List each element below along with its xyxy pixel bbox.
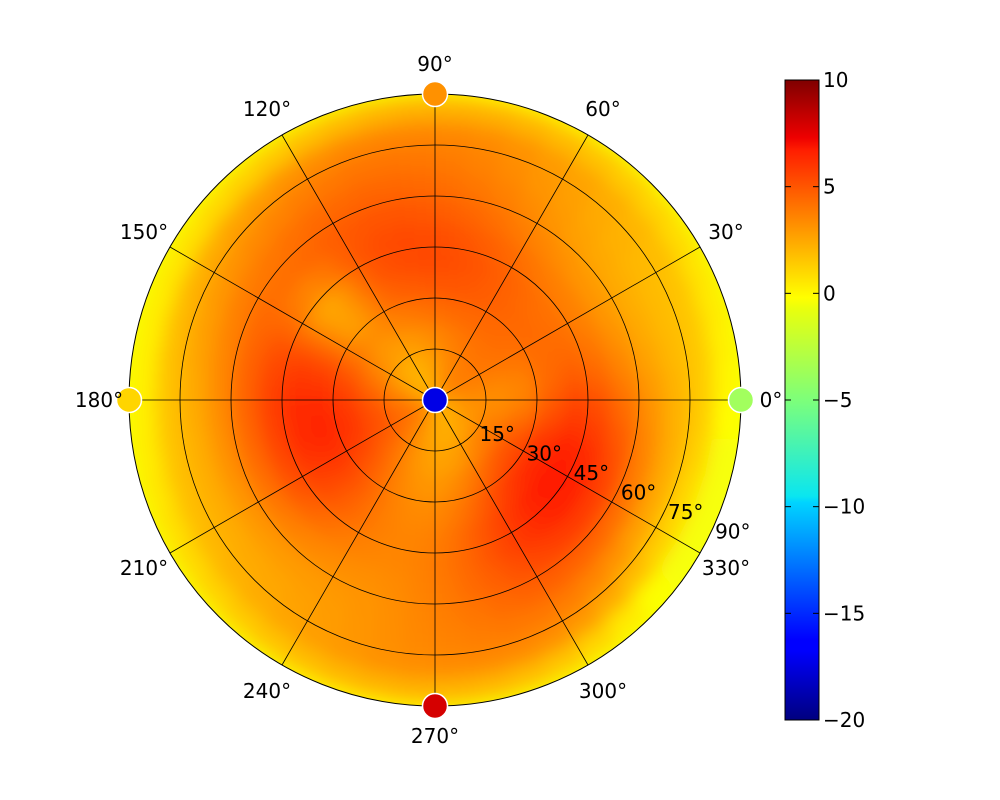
radial-tick-label: 90° — [715, 520, 750, 544]
colorbar-tick-label: −20 — [823, 708, 865, 732]
heatmap-cell — [410, 550, 436, 580]
angular-tick-labels: 0° 30° 60° 90° 120° 150° 180° 210° 240° 270° 300° 3… — [75, 52, 782, 748]
angular-tick-label: 330° — [702, 556, 750, 580]
heatmap-cell — [390, 94, 436, 98]
heatmap-cell — [281, 379, 310, 401]
colorbar: 10 5 0 −5 −10 −15 −20 — [784, 68, 865, 732]
data-marker — [727, 386, 755, 414]
angular-tick-label: 180° — [75, 388, 123, 412]
radial-tick-label: 75° — [668, 500, 703, 524]
angular-gridline — [281, 399, 436, 666]
heatmap-cell — [414, 525, 436, 554]
heatmap-cell — [434, 220, 460, 250]
colorbar-tick-label: −10 — [823, 495, 865, 519]
heatmap-cell — [397, 118, 436, 148]
heatmap-cell — [434, 118, 473, 148]
heatmap-cell — [153, 362, 183, 401]
heatmap-cell — [255, 375, 285, 401]
heatmap-cell — [611, 372, 640, 401]
radial-tick-label: 15° — [479, 422, 514, 446]
colorbar-tick-label: −5 — [823, 388, 852, 412]
heatmap-cell — [179, 365, 209, 401]
heatmap-cell — [179, 399, 209, 435]
angular-tick-label: 270° — [411, 724, 459, 748]
heatmap-cell — [306, 382, 335, 401]
heatmap-cell — [737, 399, 741, 445]
heatmap-cell — [434, 626, 470, 656]
heatmap-cell — [407, 195, 436, 224]
angular-tick-label: 30° — [708, 220, 743, 244]
heatmap-cell — [129, 399, 133, 445]
colorbar-tick-label: 0 — [823, 281, 836, 305]
angular-tick-label: 210° — [120, 556, 168, 580]
heatmap-cell — [737, 355, 741, 401]
heatmap-cell — [434, 246, 456, 275]
heatmap-cell — [434, 195, 463, 224]
heatmap-cell — [129, 355, 133, 401]
angular-tick-label: 240° — [243, 679, 291, 703]
angular-gridline — [169, 246, 436, 401]
colorbar-tick-label: 5 — [823, 175, 836, 199]
angular-gridline — [434, 134, 589, 401]
heatmap-cell — [636, 399, 666, 431]
heatmap-cell — [404, 169, 436, 199]
heatmap-cell — [434, 576, 463, 605]
angular-gridline — [281, 134, 436, 401]
angular-tick-label: 150° — [120, 220, 168, 244]
heatmap-cell — [434, 144, 470, 174]
angular-gridline — [434, 399, 701, 554]
heatmap-cell — [434, 601, 466, 631]
heatmap-cell — [204, 399, 234, 431]
heatmap-cell — [585, 399, 615, 425]
angular-tick-label: 300° — [579, 679, 627, 703]
heatmap-cell — [434, 271, 453, 300]
heatmap-cell — [687, 362, 717, 401]
data-marker — [115, 386, 143, 414]
colorbar-tick-label: −15 — [823, 601, 865, 625]
heatmap-cell — [636, 369, 666, 401]
heatmap-cell — [153, 399, 183, 438]
colorbar-tick-label: 10 — [823, 68, 848, 92]
radial-tick-labels: 15° 30° 45° 60° 75° 90° — [479, 422, 750, 544]
heatmap-cell — [434, 94, 480, 98]
angular-tick-label: 90° — [417, 52, 452, 76]
heatmap-cell — [404, 601, 436, 631]
angular-tick-label: 60° — [585, 97, 620, 121]
angular-gridline — [434, 246, 701, 401]
heatmap-cell — [661, 365, 691, 401]
heatmap-cell — [390, 702, 436, 706]
heatmap-cell — [230, 372, 259, 401]
heatmap-cell — [397, 652, 436, 682]
radial-tick-label: 60° — [621, 481, 656, 505]
angular-tick-label: 0° — [760, 388, 783, 412]
radial-tick-label: 30° — [527, 442, 562, 466]
angular-gridline — [169, 399, 436, 554]
heatmap-cell — [434, 652, 473, 682]
heatmap-cell — [417, 500, 436, 529]
heatmap-cell — [560, 399, 589, 421]
heatmap-cell — [407, 576, 436, 605]
heatmap-cell — [535, 399, 564, 418]
heatmap-cell — [611, 399, 640, 428]
angular-tick-label: 120° — [243, 97, 291, 121]
heatmap-cell — [434, 169, 466, 199]
heatmap-cell — [687, 399, 717, 438]
data-marker — [421, 80, 449, 108]
polar-grid — [129, 94, 741, 706]
radial-tick-label: 45° — [574, 461, 609, 485]
heatmap-cell — [661, 399, 691, 435]
markers — [115, 80, 755, 720]
heatmap-cell — [400, 144, 436, 174]
data-marker — [421, 692, 449, 720]
heatmap-cell — [204, 369, 234, 401]
heatmap-cell — [434, 702, 480, 706]
angular-gridline — [434, 399, 589, 666]
data-marker — [421, 386, 449, 414]
heatmap-cell — [230, 399, 259, 428]
heatmap-cell — [400, 626, 436, 656]
